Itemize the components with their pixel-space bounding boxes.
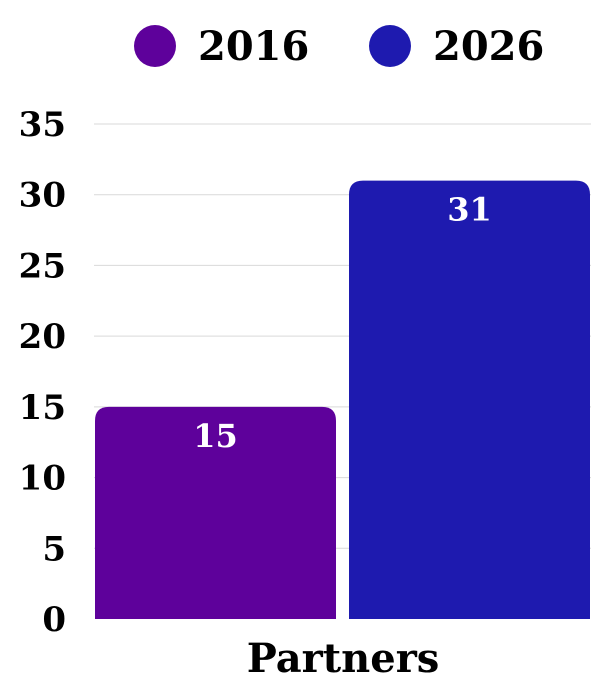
y-tick-label: 25 [19, 246, 66, 286]
legend-label-2016: 2016 [198, 23, 309, 70]
y-tick-label: 20 [19, 317, 66, 357]
data-label-2016: 15 [193, 417, 238, 455]
y-tick-label: 30 [19, 176, 66, 216]
legend-label-2026: 2026 [433, 23, 544, 70]
y-axis: 0 5 10 15 20 25 30 35 [19, 105, 66, 640]
bar-2016 [95, 406, 336, 619]
bar-2026 [349, 180, 590, 620]
legend: 2016 2026 [134, 23, 544, 70]
x-axis: Partners [247, 635, 440, 677]
data-label-2026: 31 [447, 191, 492, 229]
x-category-label: Partners [247, 635, 440, 677]
bars [95, 180, 590, 620]
y-tick-label: 5 [42, 529, 66, 569]
y-tick-label: 35 [19, 105, 66, 145]
y-tick-label: 0 [42, 600, 66, 640]
legend-marker-2026 [369, 25, 411, 67]
y-tick-label: 10 [19, 459, 66, 499]
y-tick-label: 15 [19, 388, 66, 428]
legend-marker-2016 [134, 25, 176, 67]
